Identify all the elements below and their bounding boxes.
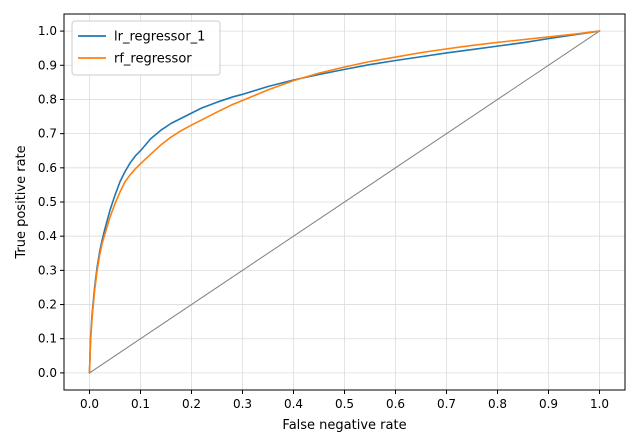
y-tick-label: 0.5 — [38, 195, 57, 209]
x-tick-label: 1.0 — [590, 397, 609, 411]
y-tick-label: 0.8 — [38, 92, 57, 106]
y-tick-label: 0.3 — [38, 263, 57, 277]
y-tick-label: 0.6 — [38, 161, 57, 175]
x-tick-label: 0.7 — [437, 397, 456, 411]
series-layer — [88, 30, 601, 374]
reference-diagonal-line — [89, 30, 600, 374]
x-axis-label: False negative rate — [282, 418, 406, 433]
series-line-rf-regressor — [88, 30, 601, 374]
x-tick-label: 0.4 — [284, 397, 303, 411]
x-tick-label: 0.2 — [182, 397, 201, 411]
y-tick-label: 1.0 — [38, 24, 57, 38]
legend: lr_regressor_1 rf_regressor — [71, 20, 221, 76]
x-tick-label: 0.5 — [335, 397, 354, 411]
reference-layer — [89, 30, 600, 374]
legend-label: lr_regressor_1 — [114, 30, 205, 45]
series-line-lr-regressor-1 — [88, 30, 601, 374]
y-tick-label: 0.1 — [38, 332, 57, 346]
x-tick-label: 0.3 — [233, 397, 252, 411]
y-axis-label: True positive rate — [14, 145, 29, 259]
x-tick-label: 0.0 — [80, 397, 99, 411]
y-tick-label: 0.4 — [38, 229, 57, 243]
legend-box — [71, 20, 221, 76]
y-tick-label: 0.2 — [38, 298, 57, 312]
y-tick-label: 0.0 — [38, 366, 57, 380]
x-tick-label: 0.6 — [386, 397, 405, 411]
legend-label: rf_regressor — [114, 52, 192, 67]
x-tick-label: 0.1 — [131, 397, 150, 411]
grid-layer — [64, 14, 625, 390]
x-tick-label: 0.9 — [539, 397, 558, 411]
y-tick-label: 0.7 — [38, 127, 57, 141]
y-tick-label: 0.9 — [38, 58, 57, 72]
x-tick-label: 0.8 — [488, 397, 507, 411]
tick-layer: 0.0 0.1 0.2 0.3 0.4 0.5 0.6 0.7 0.8 0.9 1.0 0.0 0.1 0… — [38, 24, 609, 411]
